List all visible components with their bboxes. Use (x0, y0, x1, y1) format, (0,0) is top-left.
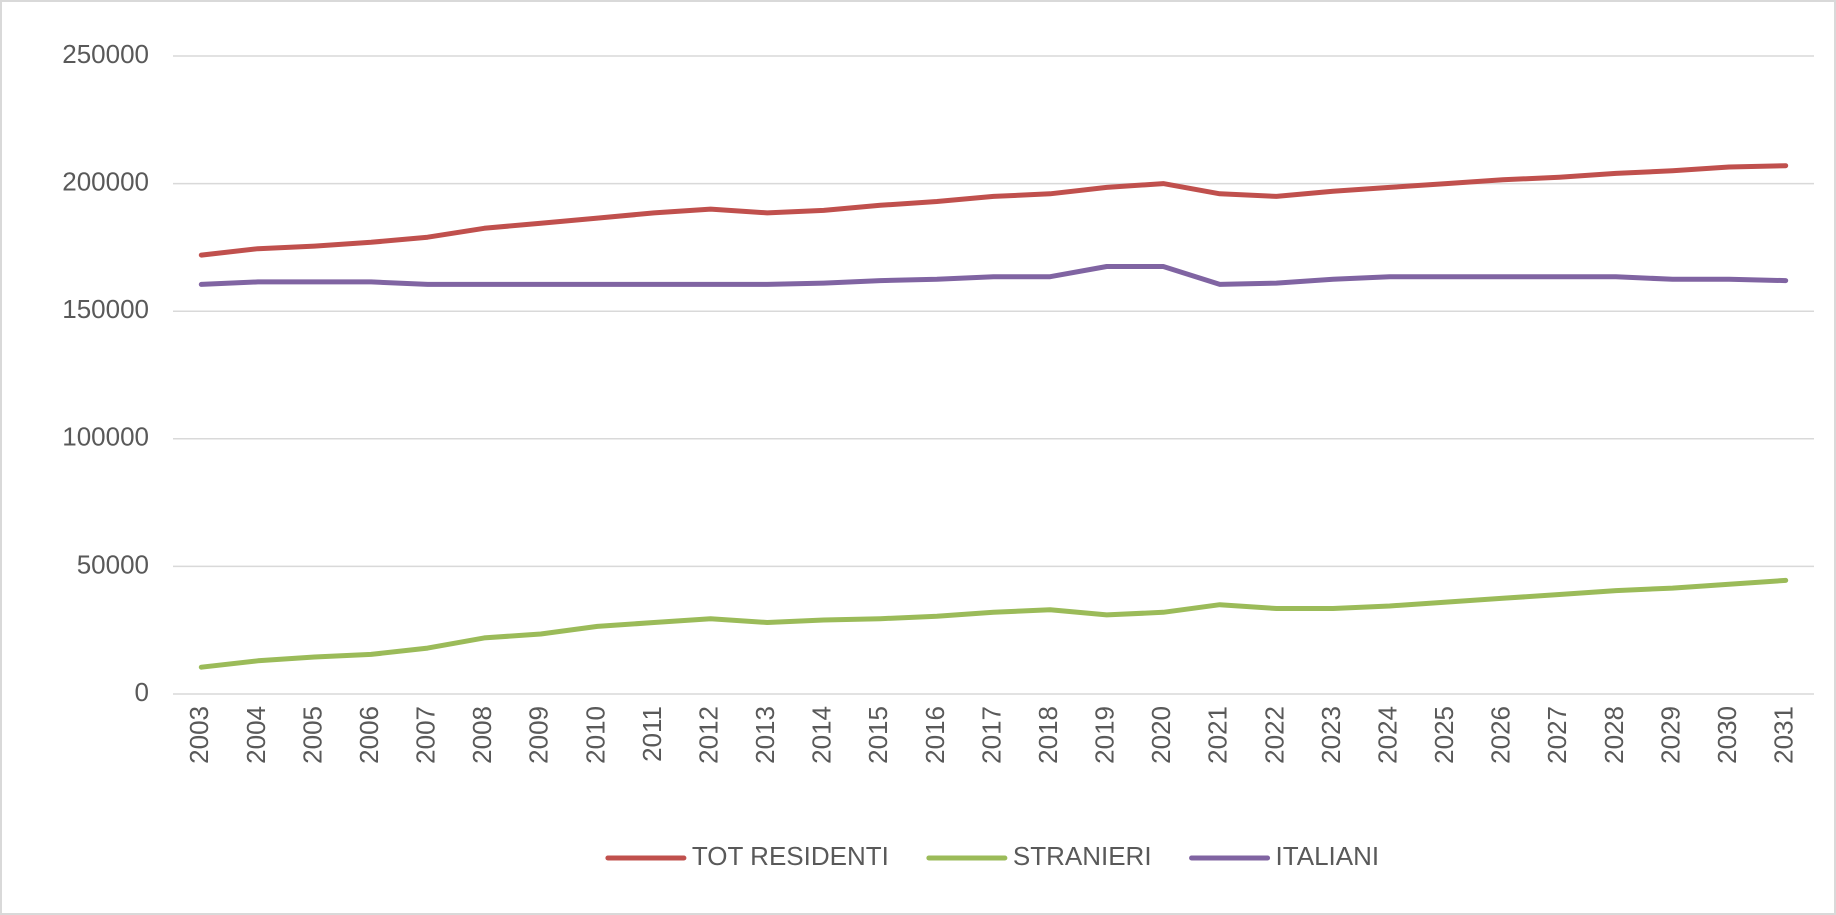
x-tick-label: 2004 (241, 706, 271, 764)
legend-label: ITALIANI (1276, 841, 1380, 871)
x-tick-label: 2012 (693, 706, 723, 764)
y-tick-label: 150000 (62, 294, 149, 324)
x-tick-label: 2021 (1203, 706, 1233, 764)
x-tick-label: 2019 (1090, 706, 1120, 764)
x-tick-label: 2020 (1146, 706, 1176, 764)
x-tick-label: 2007 (411, 706, 441, 764)
x-tick-label: 2008 (467, 706, 497, 764)
y-tick-label: 100000 (62, 422, 149, 452)
x-tick-label: 2015 (863, 706, 893, 764)
x-tick-label: 2027 (1542, 706, 1572, 764)
x-tick-label: 2018 (1033, 706, 1063, 764)
x-tick-label: 2005 (297, 706, 327, 764)
x-tick-label: 2022 (1259, 706, 1289, 764)
x-tick-label: 2009 (524, 706, 554, 764)
x-tick-label: 2013 (750, 706, 780, 764)
y-tick-label: 50000 (77, 549, 149, 579)
x-tick-label: 2017 (976, 706, 1006, 764)
x-tick-label: 2016 (920, 706, 950, 764)
x-tick-label: 2024 (1372, 706, 1402, 764)
series-line (198, 163, 1789, 258)
x-tick-label: 2011 (637, 706, 667, 762)
x-tick-label: 2025 (1429, 706, 1459, 764)
x-tick-label: 2014 (807, 706, 837, 764)
y-tick-label: 0 (135, 677, 149, 707)
x-tick-label: 2030 (1712, 706, 1742, 764)
y-tick-label: 250000 (62, 39, 149, 69)
legend-label: STRANIERI (1013, 841, 1152, 871)
x-tick-label: 2010 (580, 706, 610, 764)
x-tick-label: 2026 (1486, 706, 1516, 764)
series-line (198, 577, 1789, 670)
legend-label: TOT RESIDENTI (692, 841, 889, 871)
series-line (198, 264, 1789, 287)
x-tick-label: 2023 (1316, 706, 1346, 764)
y-tick-label: 200000 (62, 166, 149, 196)
x-tick-label: 2028 (1599, 706, 1629, 764)
x-tick-label: 2031 (1769, 706, 1799, 764)
x-tick-label: 2029 (1655, 706, 1685, 764)
x-tick-label: 2003 (184, 706, 214, 764)
x-tick-label: 2006 (354, 706, 384, 764)
